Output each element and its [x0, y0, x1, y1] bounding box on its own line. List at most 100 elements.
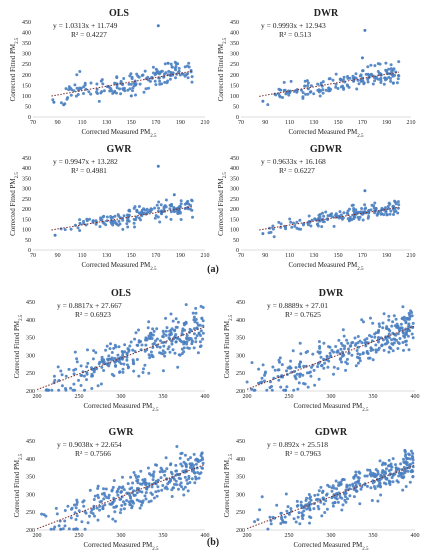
data-point	[160, 82, 164, 86]
data-point	[386, 464, 390, 468]
data-point	[293, 224, 297, 228]
y-tick-label: 300	[26, 353, 35, 359]
data-point	[163, 80, 167, 84]
data-point	[100, 218, 104, 222]
data-point	[154, 83, 158, 87]
x-tick-label: 150	[334, 253, 343, 259]
y-tick-label: 200	[22, 73, 31, 79]
data-point	[289, 79, 293, 83]
data-point	[96, 487, 100, 490]
data-point	[379, 212, 383, 216]
data-point	[116, 353, 120, 357]
data-point	[101, 82, 105, 86]
data-point	[138, 212, 142, 216]
data-point	[388, 481, 391, 485]
data-point	[385, 71, 389, 75]
data-point	[320, 514, 324, 518]
data-point	[294, 520, 298, 524]
data-point	[130, 77, 134, 81]
data-point	[115, 86, 119, 90]
chart-panel-6: 200 250 300 350 400 200 250 300 350 400 450 GWR y = …	[13, 427, 210, 550]
y-tick-label: 0	[236, 115, 239, 121]
data-point	[146, 466, 150, 470]
data-point	[344, 360, 348, 364]
data-point	[85, 365, 89, 369]
data-point	[133, 337, 137, 341]
y-tick-label: 150	[230, 83, 239, 89]
data-point	[319, 81, 323, 85]
y-tick-label: 400	[236, 457, 245, 463]
data-point	[395, 81, 399, 85]
data-point	[320, 363, 324, 367]
data-point	[356, 335, 360, 338]
r-squared: R² = 0.4227	[71, 30, 107, 39]
data-point	[187, 61, 191, 65]
data-point	[396, 211, 400, 215]
data-point	[146, 75, 150, 79]
data-point	[379, 76, 383, 80]
data-point	[309, 84, 313, 88]
data-point	[361, 351, 365, 355]
data-point	[189, 456, 192, 460]
data-point	[184, 320, 188, 324]
y-tick-label: 200	[26, 389, 35, 395]
data-point	[317, 489, 321, 493]
data-point	[270, 385, 273, 388]
data-point	[190, 477, 194, 481]
data-point	[345, 211, 349, 215]
data-point	[131, 89, 134, 93]
data-point	[142, 367, 145, 371]
data-point	[263, 373, 266, 377]
data-point	[374, 348, 378, 352]
data-point	[296, 387, 300, 391]
data-point	[305, 507, 309, 511]
data-point	[319, 355, 323, 359]
data-point	[329, 213, 332, 217]
data-point	[308, 507, 312, 511]
chart-title: DWR	[319, 288, 344, 299]
data-point	[142, 90, 146, 94]
data-point	[158, 72, 161, 76]
y-tick-label: 400	[230, 166, 239, 172]
data-point	[111, 517, 115, 521]
data-point	[369, 316, 372, 320]
data-point	[158, 79, 162, 83]
data-point	[169, 470, 173, 474]
x-tick-label: 70	[30, 253, 36, 259]
data-point	[158, 345, 162, 349]
data-point	[185, 336, 189, 340]
data-point	[59, 369, 63, 373]
data-point	[285, 369, 288, 373]
data-point	[118, 360, 121, 364]
y-axis-label: Corrected Fitted PM2.5	[13, 314, 24, 378]
data-point	[127, 348, 131, 352]
data-point	[160, 488, 164, 492]
y-tick-label: 200	[26, 528, 35, 534]
data-point	[396, 332, 400, 336]
data-point	[404, 343, 408, 347]
data-point	[358, 353, 362, 356]
data-point	[143, 494, 147, 498]
data-point	[201, 461, 205, 465]
x-axis-label: Corrected Measured PM2.5	[81, 128, 157, 139]
data-point	[343, 344, 347, 348]
data-point	[194, 462, 198, 466]
data-point	[159, 70, 163, 74]
data-point	[92, 507, 96, 511]
data-point	[142, 211, 146, 215]
data-point	[95, 87, 99, 91]
data-point	[396, 480, 400, 484]
x-tick-label: 400	[411, 394, 420, 400]
data-point	[322, 357, 326, 361]
data-point	[292, 517, 296, 521]
data-point	[132, 493, 136, 497]
data-point	[407, 348, 411, 352]
data-point	[390, 338, 394, 342]
data-point	[298, 522, 302, 526]
data-point	[50, 388, 54, 392]
data-point	[193, 471, 196, 475]
data-point	[336, 500, 340, 504]
data-point	[76, 226, 80, 230]
data-point	[411, 458, 415, 462]
data-point	[169, 217, 173, 221]
